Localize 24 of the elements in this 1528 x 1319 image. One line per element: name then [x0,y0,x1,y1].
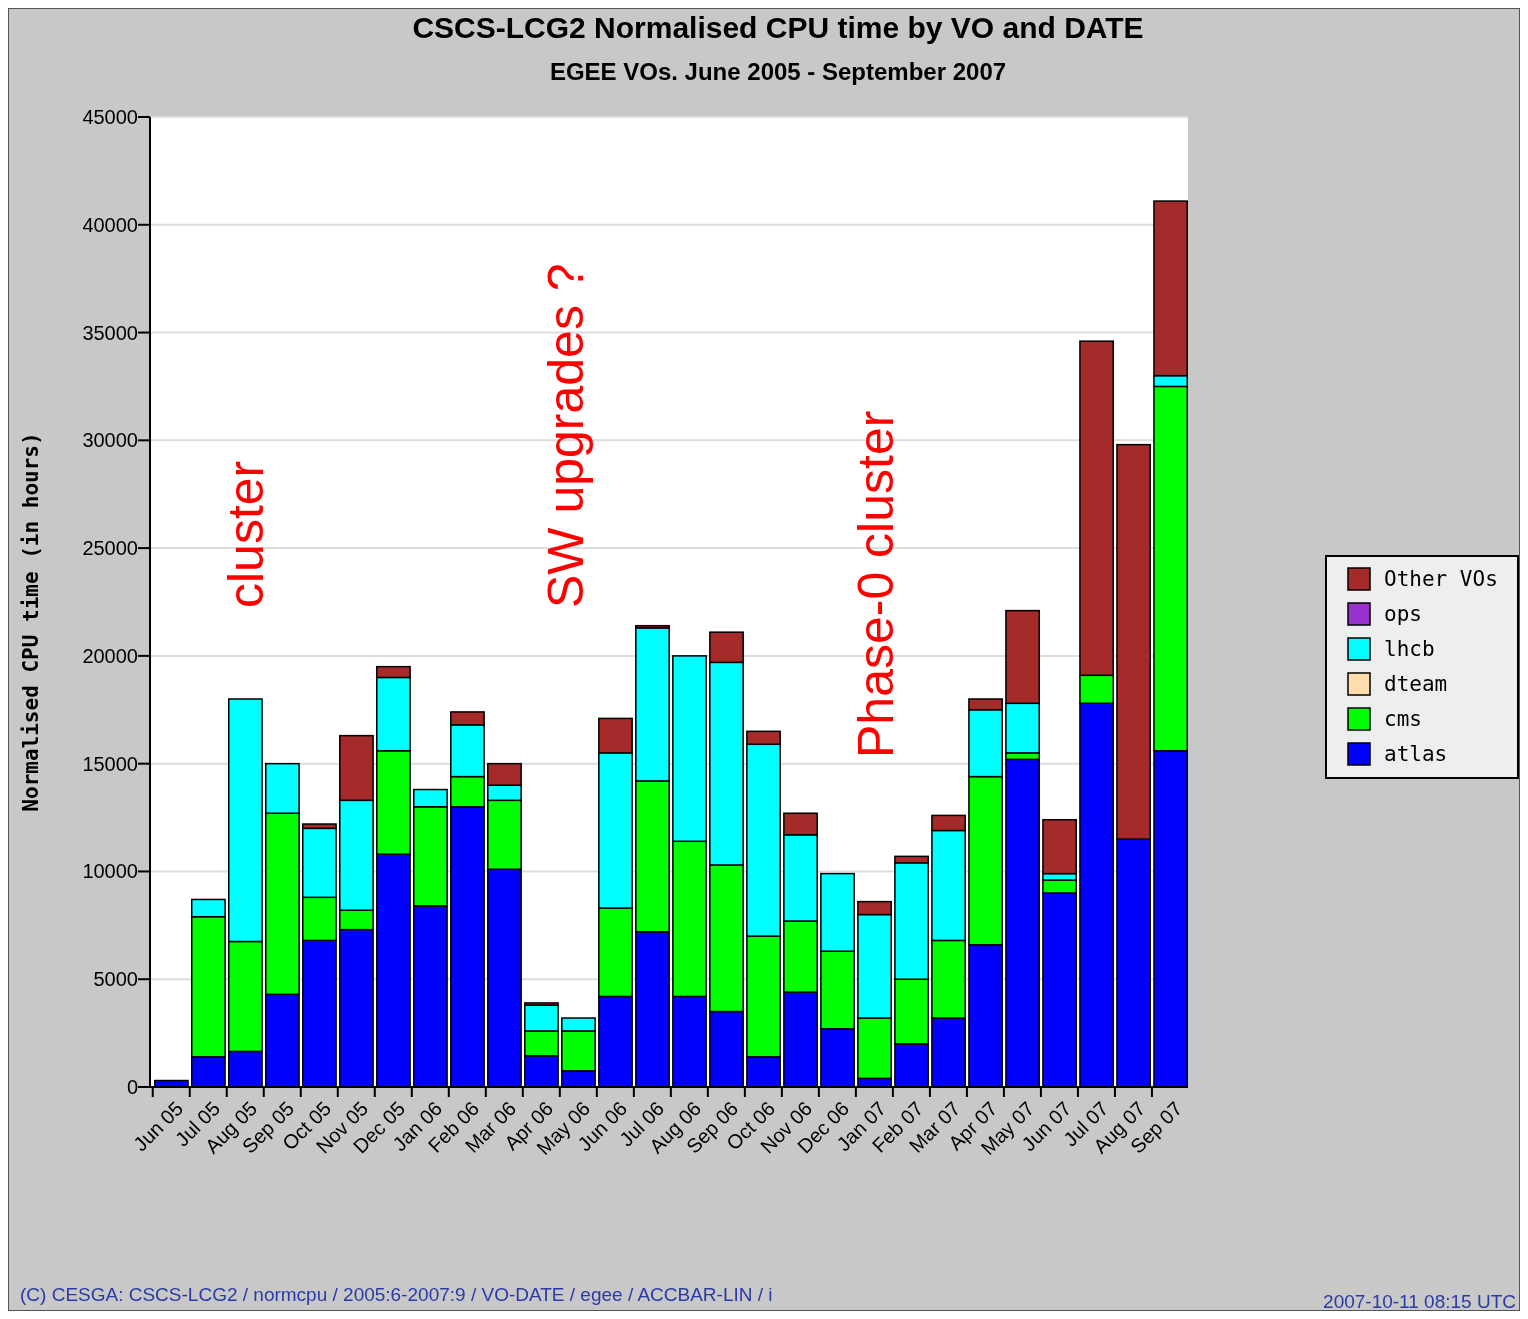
y-tick-label: 30000 [82,429,138,452]
y-tick-label: 15000 [82,752,138,775]
legend-label: cms [1384,707,1422,732]
y-tick-label: 40000 [82,213,138,236]
annotation: cluster [218,460,274,608]
y-tick-label: 45000 [82,106,138,128]
y-tick-label: 35000 [82,321,138,344]
y-tick-label: 10000 [82,860,138,883]
y-tick-label: 20000 [82,644,138,667]
chart-title: CSCS-LCG2 Normalised CPU time by VO and DATE [412,11,1144,44]
annotation: Phase-0 cluster [848,410,904,758]
legend-label: Other VOs [1384,567,1498,592]
legend-label: ops [1384,602,1422,627]
y-axis-title: Normalised CPU time (in hours) [19,432,43,812]
y-tick-label: 0 [126,1076,138,1098]
chart-subtitle: EGEE VOs. June 2005 - September 2007 [549,58,1007,85]
y-tick-label: 25000 [82,537,138,560]
legend-label: dteam [1384,672,1448,697]
legend-label: lhcb [1384,637,1435,662]
text: (C) CESGA: CSCS-LCG2 / normcpu / 2005:6-2007:9 / VO-DATE / egee / ACCBAR-LIN / i [20,1284,773,1305]
y-tick-label: 5000 [93,968,138,991]
text: 2007-10-11 08:15 UTC [1323,1291,1516,1312]
legend-label: atlas [1384,742,1448,767]
annotation: SW upgrades ? [538,263,594,608]
